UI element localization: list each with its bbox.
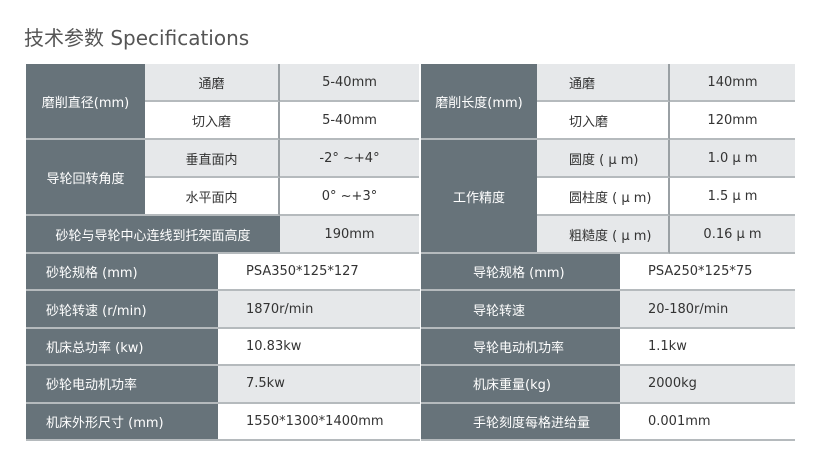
len-val-1: 120mm: [670, 102, 795, 140]
bottom-left-label: 机床外形尺寸 (mm): [26, 403, 218, 441]
bottom-left-label: 机床总功率 (kw): [26, 328, 218, 367]
dia-sub-1: 切入磨: [145, 102, 280, 140]
len-val-0: 140mm: [670, 64, 795, 102]
angle-sub-0: 垂直面内: [145, 140, 280, 178]
prec-val-2: 0.16 μ m: [670, 216, 795, 254]
len-sub-0: 通磨: [537, 64, 670, 102]
bottom-right-label: 手轮刻度每格进给量: [421, 403, 620, 441]
len-label: 磨削长度(mm): [421, 64, 537, 140]
bottom-right-value: 2000kg: [620, 366, 795, 404]
dia-val-1: 5-40mm: [280, 102, 419, 140]
bottom-right-value: 0.001mm: [620, 403, 795, 441]
bottom-left-value: 1550*1300*1400mm: [218, 403, 420, 441]
bottom-right-label: 机床重量(kg): [421, 366, 620, 404]
bottom-right-label: 导轮转速: [421, 291, 620, 329]
len-sub-1: 切入磨: [537, 102, 670, 140]
bottom-right-label: 导轮规格 (mm): [421, 254, 620, 292]
page-title: 技术参数 Specifications: [24, 26, 250, 50]
bottom-left-label: 砂轮转速 (r/min): [26, 291, 218, 329]
bottom-left-label: 砂轮规格 (mm): [26, 254, 218, 292]
bottom-left-value: 7.5kw: [218, 366, 420, 404]
prec-val-0: 1.0 μ m: [670, 140, 795, 178]
dia-label: 磨削直径(mm): [26, 64, 145, 140]
dia-sub-0: 通磨: [145, 64, 280, 102]
prec-label: 工作精度: [421, 140, 537, 254]
prec-sub-2: 粗糙度 ( μ m): [537, 216, 670, 254]
prec-val-1: 1.5 μ m: [670, 178, 795, 216]
bottom-right-value: PSA250*125*75: [620, 254, 795, 292]
bottom-left-value: 1870r/min: [218, 291, 420, 329]
bottom-right-label: 导轮电动机功率: [421, 328, 620, 367]
height-val: 190mm: [280, 216, 419, 254]
angle-sub-1: 水平面内: [145, 178, 280, 216]
angle-val-1: 0° ~+3°: [280, 178, 419, 216]
bottom-left-value: 10.83kw: [218, 328, 420, 367]
height-label: 砂轮与导轮中心连线到托架面高度: [26, 216, 280, 254]
bottom-right-value: 1.1kw: [620, 328, 795, 367]
angle-label: 导轮回转角度: [26, 140, 145, 216]
bottom-right-value: 20-180r/min: [620, 291, 795, 329]
prec-sub-0: 圆度 ( μ m): [537, 140, 670, 178]
dia-val-0: 5-40mm: [280, 64, 419, 102]
prec-sub-1: 圆柱度 ( μ m): [537, 178, 670, 216]
angle-val-0: -2° ~+4°: [280, 140, 419, 178]
bottom-left-label: 砂轮电动机功率: [26, 366, 218, 404]
bottom-left-value: PSA350*125*127: [218, 254, 420, 292]
